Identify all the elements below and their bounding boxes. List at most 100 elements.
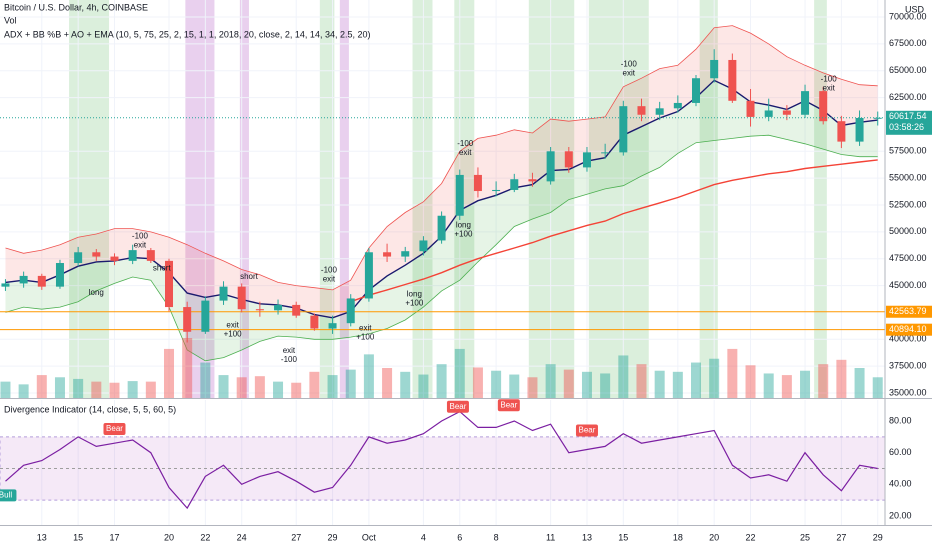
volume-bar bbox=[164, 348, 175, 398]
volume-bar bbox=[382, 368, 393, 398]
y-tick-label: 55000.00 bbox=[889, 173, 927, 183]
volume-bar bbox=[781, 375, 792, 398]
volume-bar bbox=[36, 375, 47, 398]
candle-body bbox=[746, 100, 755, 117]
candle-body bbox=[764, 110, 773, 117]
last-price-label: 60617.54 bbox=[889, 111, 927, 121]
signal-zone bbox=[814, 0, 827, 398]
y-tick-label: 80.00 bbox=[889, 415, 912, 425]
volume-bar bbox=[345, 369, 356, 398]
x-tick-label: 11 bbox=[546, 532, 555, 542]
volume-bar bbox=[0, 381, 11, 398]
band-lower bbox=[5, 134, 878, 362]
x-tick-label: 4 bbox=[421, 532, 426, 542]
candle-body bbox=[728, 59, 737, 101]
currency: USD bbox=[905, 4, 925, 14]
x-tick-label: 27 bbox=[291, 532, 301, 542]
volume-bar bbox=[727, 348, 738, 398]
candle-body bbox=[819, 91, 828, 122]
candle-body bbox=[492, 189, 501, 192]
volume-bar bbox=[636, 364, 647, 398]
y-tick-label: 35000.00 bbox=[889, 387, 927, 397]
candle-body bbox=[146, 250, 155, 261]
ema-line bbox=[350, 159, 878, 303]
y-tick-label: 52500.00 bbox=[889, 199, 927, 209]
trade-note: +100 bbox=[224, 329, 243, 338]
volume-bar bbox=[527, 377, 538, 398]
trade-note: +100 bbox=[405, 298, 424, 307]
candle-body bbox=[510, 179, 519, 190]
volume-bar bbox=[872, 377, 883, 398]
trade-note: exit bbox=[623, 68, 636, 77]
volume-bar bbox=[509, 374, 520, 398]
candle-body bbox=[74, 252, 83, 264]
candle-body bbox=[619, 106, 628, 153]
signal-tag bbox=[497, 399, 520, 412]
candle-body bbox=[219, 286, 228, 301]
trade-note: exit bbox=[459, 148, 472, 157]
trade-note: -100 bbox=[321, 266, 338, 275]
y-tick-label: 62500.00 bbox=[889, 92, 927, 102]
volume-bar bbox=[854, 368, 865, 398]
candle-body bbox=[255, 309, 264, 311]
volume-bar bbox=[763, 373, 774, 398]
x-tick-label: 29 bbox=[328, 532, 338, 542]
signal-label: Bear bbox=[579, 426, 596, 435]
volume-bar bbox=[563, 369, 574, 398]
signal-zone bbox=[528, 0, 575, 398]
volume-bar bbox=[745, 365, 756, 398]
trade-note: -100 bbox=[281, 355, 298, 364]
axes: 13 15 17 20 22 24 27 29 Oct 4 6 8 11 13 15 18 20 22 25 27 29… bbox=[37, 11, 932, 542]
band-fill bbox=[5, 25, 878, 318]
volume-title: Vol bbox=[4, 15, 17, 25]
indicator-pane: Bull Bear Bear Bear Bear bbox=[0, 399, 886, 525]
signal-label: Bear bbox=[500, 400, 517, 409]
level-tag bbox=[886, 323, 932, 336]
signal-tag bbox=[575, 424, 598, 437]
volume-bar bbox=[581, 371, 592, 398]
candle-body bbox=[710, 59, 719, 79]
symbol-title: Bitcoin / U.S. Dollar, 4h, COINBASE bbox=[4, 2, 148, 12]
x-tick-label: 17 bbox=[109, 532, 119, 542]
candle-body bbox=[237, 286, 246, 310]
candle-body bbox=[1, 283, 10, 287]
trade-note: -100 bbox=[132, 231, 149, 240]
candle-body bbox=[201, 300, 210, 332]
candle-body bbox=[782, 110, 791, 115]
candle-body bbox=[582, 152, 591, 168]
volume-bar bbox=[672, 371, 683, 398]
candle-body bbox=[873, 117, 882, 119]
y-tick-label: 65000.00 bbox=[889, 65, 927, 75]
x-tick-label: 15 bbox=[73, 532, 83, 542]
candle-body bbox=[637, 106, 646, 115]
candle-body bbox=[473, 174, 482, 192]
x-tick-label: 18 bbox=[673, 532, 683, 542]
study-title: ADX + BB %B + AO + EMA (10, 5, 75, 25, 2… bbox=[4, 29, 370, 39]
y-tick-label: 40.00 bbox=[889, 479, 912, 489]
volume-bar bbox=[363, 354, 374, 398]
candle-body bbox=[346, 298, 355, 324]
trade-note: exit bbox=[134, 240, 147, 249]
volume-bar bbox=[182, 338, 193, 398]
trade-note: -100 bbox=[621, 59, 638, 68]
y-tick-label: 40000.00 bbox=[889, 334, 927, 344]
y-tick-label: 47500.00 bbox=[889, 253, 927, 263]
indicator-line bbox=[5, 410, 878, 510]
y-tick-label: 50000.00 bbox=[889, 226, 927, 236]
candle-body bbox=[673, 102, 682, 109]
x-tick-label: 27 bbox=[836, 532, 846, 542]
trade-note: -100 bbox=[457, 139, 474, 148]
x-tick-label: 25 bbox=[800, 532, 810, 542]
trade-note: exit bbox=[822, 83, 835, 92]
volume-bar bbox=[109, 382, 120, 398]
trade-note: long bbox=[407, 289, 422, 298]
trade-note: +100 bbox=[356, 333, 375, 342]
volume-bar bbox=[418, 374, 429, 398]
trade-note: long bbox=[89, 288, 104, 297]
x-tick-label: 15 bbox=[618, 532, 628, 542]
y-tick-label: 60.00 bbox=[889, 447, 912, 457]
price-axis-bg bbox=[885, 0, 932, 550]
trade-note: -100 bbox=[821, 74, 838, 83]
